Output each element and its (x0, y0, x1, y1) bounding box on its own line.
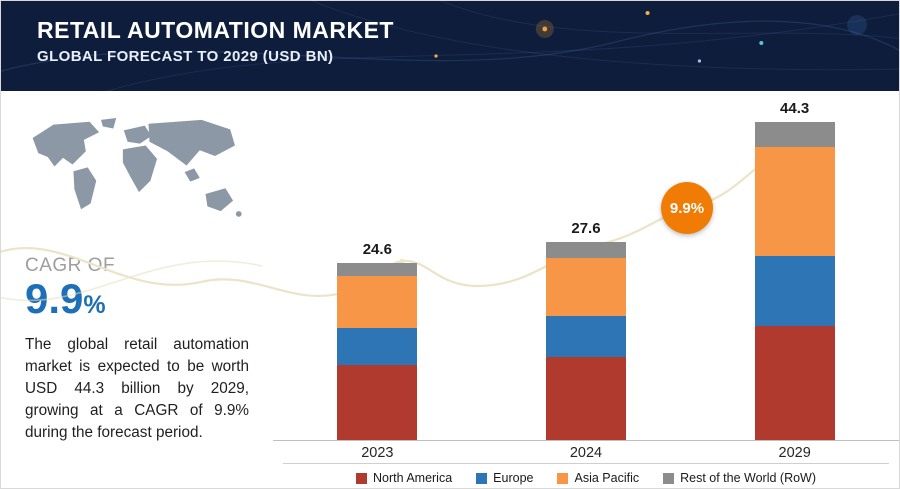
bar-segment (337, 365, 418, 440)
bar-segment (754, 326, 835, 440)
bar-stack (754, 122, 835, 440)
legend-swatch (476, 472, 488, 484)
cagr-value: 9.9% (25, 275, 106, 322)
bar-column: 24.6 (317, 241, 437, 440)
page-title: RETAIL AUTOMATION MARKET (37, 17, 394, 43)
cagr-badge: 9.9% (661, 182, 713, 234)
bar-total-label: 44.3 (780, 100, 810, 117)
summary-panel: CAGR OF 9.9% The global retail automatio… (1, 91, 273, 488)
legend-item: Rest of the World (RoW) (663, 471, 816, 485)
legend-swatch (557, 472, 569, 484)
bar-segment (754, 147, 835, 256)
world-map (32, 118, 242, 217)
axis-label-year: 2029 (778, 445, 811, 461)
chart-legend: North America Europe Asia Pacific Rest of t… (283, 463, 889, 487)
legend-label: Asia Pacific (574, 471, 640, 485)
bar-segment (545, 242, 626, 258)
legend-label: Europe (493, 471, 534, 485)
cagr-label: CAGR OF (25, 255, 116, 276)
legend-swatch (663, 472, 675, 484)
bar-segment (337, 276, 418, 328)
bar-stack (337, 263, 418, 440)
plot-area: 24.6 27.6 44.3 9.9% (273, 91, 899, 441)
bar-total-label: 27.6 (571, 220, 601, 237)
legend-swatch (355, 472, 367, 484)
bar-column: 44.3 (735, 100, 855, 440)
legend-label: Rest of the World (RoW) (680, 471, 817, 485)
legend-item: Asia Pacific (557, 471, 639, 485)
x-axis-labels: 2023 2024 2029 (273, 441, 899, 463)
page-subtitle: GLOBAL FORECAST TO 2029 (USD BN) (37, 48, 334, 65)
axis-label-year: 2023 (361, 445, 394, 461)
bar-column: 27.6 (526, 220, 646, 440)
bar-total-label: 24.6 (362, 241, 392, 258)
legend-label: North America (372, 471, 453, 485)
content-area: CAGR OF 9.9% The global retail automatio… (1, 91, 899, 488)
bar-segment (337, 328, 418, 365)
bar-segment (545, 357, 626, 440)
bar-stack (545, 242, 626, 440)
bar-segment (337, 263, 418, 276)
bars: 24.6 27.6 44.3 (273, 100, 899, 440)
legend-item: Europe (476, 471, 533, 485)
bar-segment (545, 258, 626, 316)
summary-text: The global retail automation market is e… (25, 336, 249, 441)
network-arcs-decoration (1, 1, 899, 91)
bar-segment (754, 256, 835, 326)
header-banner: RETAIL AUTOMATION MARKET GLOBAL FORECAST… (1, 1, 899, 91)
stacked-bar-chart: 24.6 27.6 44.3 9.9% 2023 2024 2029 North Ame… (273, 91, 899, 488)
percent-sign: % (83, 291, 106, 319)
legend-item: North America (355, 471, 453, 485)
axis-label-year: 2024 (569, 445, 603, 461)
bar-segment (545, 316, 626, 357)
bar-segment (754, 122, 835, 147)
